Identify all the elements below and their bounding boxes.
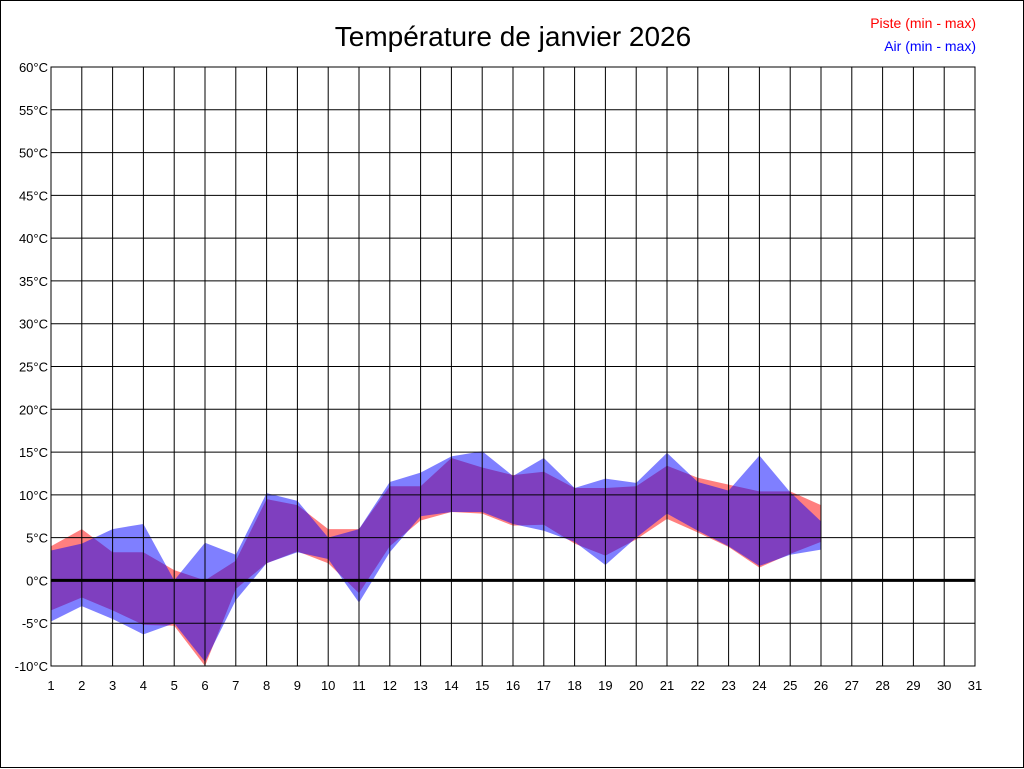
y-tick-label: 15°C <box>19 445 48 460</box>
legend-entry-piste: Piste (min - max) <box>870 15 976 31</box>
legend-entry-air: Air (min - max) <box>884 38 976 54</box>
x-tick-label: 30 <box>937 678 951 693</box>
y-tick-label: 35°C <box>19 274 48 289</box>
series-band-air <box>51 451 821 662</box>
y-tick-label: -10°C <box>15 659 48 674</box>
y-tick-label: 30°C <box>19 317 48 332</box>
x-tick-label: 14 <box>444 678 458 693</box>
x-tick-label: 21 <box>660 678 674 693</box>
y-tick-label: -5°C <box>22 616 48 631</box>
x-tick-label: 25 <box>783 678 797 693</box>
x-tick-label: 31 <box>968 678 982 693</box>
y-tick-label: 60°C <box>19 60 48 75</box>
x-tick-label: 17 <box>537 678 551 693</box>
y-tick-label: 5°C <box>26 531 48 546</box>
x-tick-label: 1 <box>47 678 54 693</box>
x-tick-label: 22 <box>691 678 705 693</box>
x-tick-label: 5 <box>171 678 178 693</box>
legend: Piste (min - max) Air (min - max) <box>870 15 976 54</box>
y-tick-label: 10°C <box>19 488 48 503</box>
x-tick-label: 15 <box>475 678 489 693</box>
x-tick-label: 12 <box>383 678 397 693</box>
x-tick-label: 28 <box>875 678 889 693</box>
x-tick-label: 26 <box>814 678 828 693</box>
y-tick-label: 45°C <box>19 188 48 203</box>
x-tick-label: 29 <box>906 678 920 693</box>
x-tick-label: 13 <box>413 678 427 693</box>
gridlines <box>50 66 976 667</box>
x-tick-label: 2 <box>78 678 85 693</box>
y-tick-labels: -10°C -5°C 0°C 5°C 10°C 15°C 20°C 25°C 30°C 35°C 4… <box>15 60 48 674</box>
x-tick-label: 6 <box>201 678 208 693</box>
y-tick-label: 50°C <box>19 146 48 161</box>
chart-title: Température de janvier 2026 <box>335 21 691 52</box>
x-tick-label: 11 <box>352 678 366 693</box>
y-tick-label: 25°C <box>19 360 48 375</box>
x-tick-label: 8 <box>263 678 270 693</box>
x-tick-label: 9 <box>294 678 301 693</box>
x-tick-label: 18 <box>567 678 581 693</box>
x-tick-labels: 1 2 3 4 5 6 7 8 9 10 11 12 13 14 15 16 17 18 19 20 21 22 23 24 2… <box>47 678 982 693</box>
axes <box>50 66 976 667</box>
x-tick-label: 19 <box>598 678 612 693</box>
y-tick-label: 0°C <box>26 573 48 588</box>
plot-border <box>50 66 976 667</box>
x-tick-label: 24 <box>752 678 766 693</box>
x-tick-label: 10 <box>321 678 335 693</box>
x-tick-label: 27 <box>845 678 859 693</box>
x-tick-label: 20 <box>629 678 643 693</box>
x-tick-label: 16 <box>506 678 520 693</box>
x-tick-label: 4 <box>140 678 147 693</box>
y-tick-label: 20°C <box>19 402 48 417</box>
y-tick-label: 55°C <box>19 103 48 118</box>
x-tick-label: 7 <box>232 678 239 693</box>
x-tick-label: 23 <box>721 678 735 693</box>
series-layer <box>51 451 821 666</box>
x-tick-label: 3 <box>109 678 116 693</box>
y-tick-label: 40°C <box>19 231 48 246</box>
